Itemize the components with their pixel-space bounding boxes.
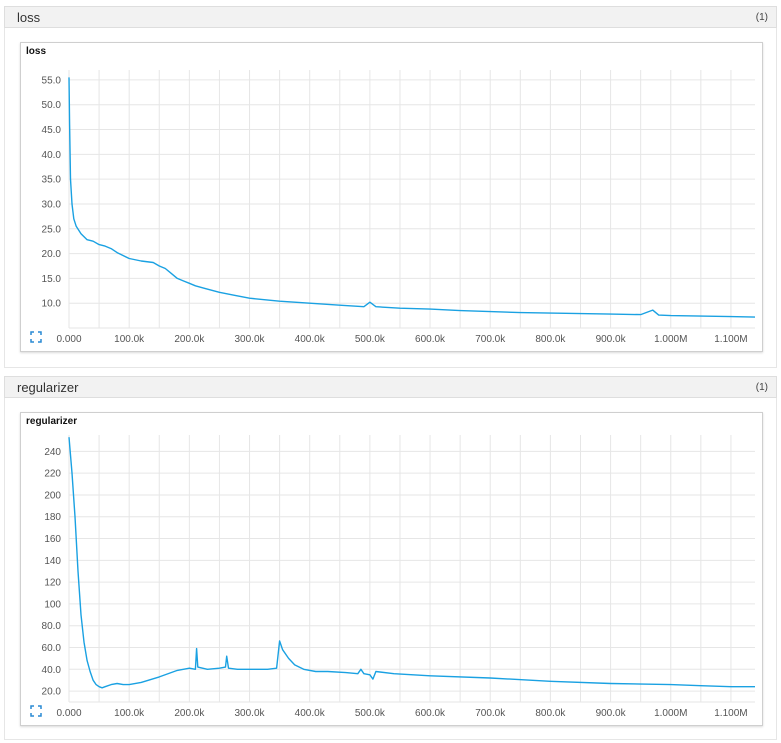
- x-tick-label: 1.000M: [654, 334, 687, 345]
- loss-chart-card: loss 10.0 15.0 20.0 25.0 30.0 35.0 40.0 45.0 50.…: [20, 42, 763, 352]
- y-tick-label: 50.0: [42, 100, 62, 111]
- y-tick-label: 20.0: [42, 687, 62, 698]
- expand-icon[interactable]: [30, 331, 42, 343]
- series-line-0: [68, 437, 755, 689]
- x-tick-label: 100.0k: [114, 708, 145, 719]
- y-tick-label: 240: [44, 447, 61, 458]
- section-title: regularizer: [17, 380, 79, 395]
- section-title: loss: [17, 10, 41, 25]
- series-line-0: [68, 77, 756, 318]
- x-tick-label: 300.0k: [235, 708, 266, 719]
- section-count: (1): [755, 12, 768, 23]
- chart-title: regularizer: [26, 416, 78, 427]
- y-tick-label: 40.0: [42, 150, 62, 161]
- x-tick-label: 900.0k: [596, 334, 627, 345]
- x-tick-label: 400.0k: [295, 334, 326, 345]
- regularizer-chart: 20.0 40.0 60.0 80.0 100 120 140 160 180 200 220 240…: [42, 435, 755, 719]
- expand-icon[interactable]: [30, 705, 42, 717]
- section-count: (1): [755, 382, 768, 393]
- x-tick-label: 800.0k: [535, 334, 566, 345]
- y-tick-label: 20.0: [42, 249, 62, 260]
- y-tick-label: 180: [44, 512, 61, 523]
- y-tick-label: 15.0: [42, 274, 62, 285]
- y-tick-label: 120: [44, 578, 61, 589]
- chart-title: loss: [26, 46, 47, 57]
- y-tick-label: 60.0: [42, 643, 62, 654]
- x-tick-label: 200.0k: [174, 334, 205, 345]
- loss-section-body: loss 10.0 15.0 20.0 25.0 30.0 35.0 40.0 45.0 50.…: [4, 28, 777, 368]
- x-tick-label: 900.0k: [596, 708, 627, 719]
- x-tick-label: 1.100M: [714, 708, 747, 719]
- regularizer-section-body: regularizer 20.0 40.0 60.0 80.0 100 120 140 160…: [4, 398, 777, 740]
- y-tick-label: 10.0: [42, 299, 62, 310]
- regularizer-section-header[interactable]: regularizer (1): [4, 376, 777, 398]
- regularizer-section: regularizer (1) regularizer 20.0 40.0 60.0…: [4, 376, 777, 740]
- x-tick-label: 300.0k: [235, 334, 266, 345]
- y-tick-label: 200: [44, 490, 61, 501]
- x-tick-label: 500.0k: [355, 334, 386, 345]
- x-tick-label: 700.0k: [475, 334, 506, 345]
- grid: [68, 435, 755, 703]
- x-tick-label: 700.0k: [475, 708, 506, 719]
- x-tick-label: 200.0k: [174, 708, 205, 719]
- loss-section-header[interactable]: loss (1): [4, 6, 777, 28]
- x-tick-label: 400.0k: [295, 708, 326, 719]
- x-tick-label: 600.0k: [415, 708, 446, 719]
- loss-section: loss (1) loss 10.0 15.0 20.0 25.0 30.0 35.0 40…: [4, 6, 777, 368]
- x-tick-label: 0.000: [56, 708, 81, 719]
- loss-chart: 10.0 15.0 20.0 25.0 30.0 35.0 40.0 45.0 50.0 55.0…: [42, 70, 756, 345]
- x-tick-label: 1.100M: [714, 334, 747, 345]
- x-tick-label: 1.000M: [654, 708, 687, 719]
- y-tick-label: 45.0: [42, 125, 62, 136]
- y-tick-label: 80.0: [42, 621, 62, 632]
- grid: [68, 70, 755, 329]
- y-tick-label: 40.0: [42, 665, 62, 676]
- x-tick-label: 0.000: [56, 334, 81, 345]
- x-tick-label: 800.0k: [535, 708, 566, 719]
- y-tick-label: 220: [44, 469, 61, 480]
- y-tick-label: 160: [44, 534, 61, 545]
- x-tick-label: 600.0k: [415, 334, 446, 345]
- regularizer-chart-card: regularizer 20.0 40.0 60.0 80.0 100 120 140 160…: [20, 412, 763, 726]
- x-tick-label: 100.0k: [114, 334, 145, 345]
- x-tick-label: 500.0k: [355, 708, 386, 719]
- y-tick-label: 140: [44, 556, 61, 567]
- y-tick-label: 100: [44, 599, 61, 610]
- y-tick-label: 30.0: [42, 199, 62, 210]
- y-tick-label: 55.0: [42, 75, 62, 86]
- y-tick-label: 35.0: [42, 175, 62, 186]
- y-tick-label: 25.0: [42, 224, 62, 235]
